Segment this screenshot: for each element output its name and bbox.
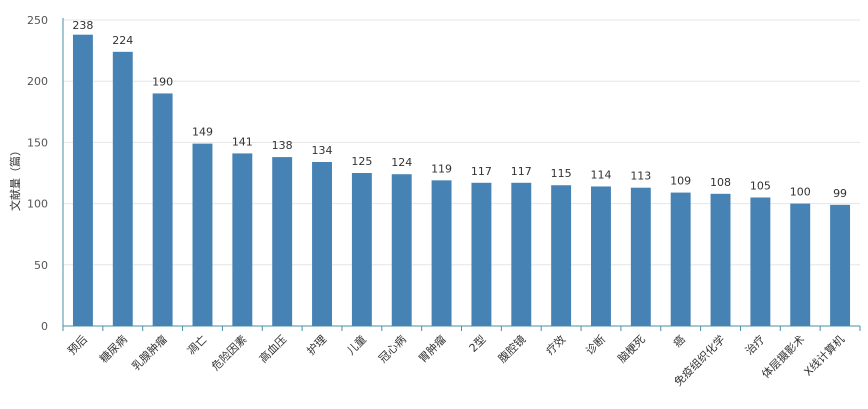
bar: [551, 185, 572, 326]
bar-value-label: 113: [630, 170, 651, 183]
bar: [591, 186, 611, 326]
bar-value-label: 238: [72, 19, 93, 32]
bar: [152, 93, 173, 326]
bar: [112, 51, 133, 326]
bar: [272, 157, 293, 326]
x-tick-label: 护理: [304, 332, 329, 357]
y-tick-label: 200: [27, 75, 48, 88]
axes: [62, 18, 861, 331]
x-tick-label: 凋亡: [184, 332, 209, 357]
bar-value-label: 115: [551, 167, 572, 180]
x-tick-label: 癌: [670, 332, 688, 350]
bar-value-label: 190: [152, 75, 173, 88]
bar: [471, 182, 492, 326]
x-tick-label: 预后: [65, 333, 90, 358]
y-tick-labels: 0 50 100 150 200 250: [27, 14, 48, 333]
bar-value-label: 138: [272, 139, 293, 152]
x-tick-label: 治疗: [742, 332, 767, 357]
y-tick-label: 50: [34, 259, 48, 272]
bar-value-label: 99: [833, 187, 847, 200]
gridlines: [63, 19, 860, 266]
x-tick-label: 乳腺肿瘤: [129, 332, 170, 373]
x-tick-label: 体层摄影术: [759, 332, 808, 381]
bar-value-label: 149: [192, 126, 213, 139]
bar: [232, 153, 253, 326]
bar-value-label: 125: [351, 155, 372, 168]
bar-value-label: 141: [232, 135, 253, 148]
x-tick-label: 危险因素: [208, 332, 249, 373]
bar-value-label: 119: [431, 162, 452, 175]
bar: [72, 34, 93, 327]
bar: [750, 197, 771, 326]
bar: [670, 192, 691, 326]
bar: [830, 204, 851, 326]
bar: [511, 182, 532, 326]
bar-value-label: 109: [670, 175, 691, 188]
bar-value-label: 100: [790, 186, 811, 199]
x-tick-label: 冠心病: [376, 332, 409, 365]
bar: [790, 203, 811, 326]
x-tick-label: 糖尿病: [97, 332, 130, 365]
bar: [710, 193, 731, 326]
value-labels: 238 224 190 149 141 138 134 125 124 119 117 117 115 1…: [72, 19, 847, 200]
bar: [630, 187, 651, 326]
x-tick-label: X线计算机: [801, 332, 847, 378]
bar: [192, 143, 213, 326]
bars: [72, 34, 851, 327]
bar-value-label: 117: [471, 165, 492, 178]
bar: [391, 174, 412, 326]
category-labels: 预后 糖尿病 乳腺肿瘤 凋亡 危险因素 高血压 护理 儿童 冠心病 胃肿瘤 2型 腹腔镜 疗效 诊断 脑梗死…: [65, 332, 847, 389]
bar-value-label: 134: [312, 144, 333, 157]
x-tick-label: 胃肿瘤: [415, 332, 448, 365]
y-tick-label: 0: [41, 320, 48, 333]
bar-value-label: 108: [710, 176, 731, 189]
y-tick-label: 250: [27, 14, 48, 27]
bar-value-label: 124: [391, 156, 412, 169]
x-tick-label: 疗效: [543, 332, 568, 357]
bar: [431, 180, 452, 326]
bar-value-label: 224: [112, 34, 133, 47]
y-tick-label: 100: [27, 198, 48, 211]
bar-value-label: 105: [750, 179, 771, 192]
y-tick-label: 150: [27, 136, 48, 149]
x-tick-label: 诊断: [583, 332, 608, 357]
y-axis-label: 文献量（篇）: [8, 145, 22, 211]
x-tick-label: 腹腔镜: [495, 332, 528, 365]
x-tick-label: 高血压: [256, 332, 289, 365]
x-tick-label: 脑梗死: [615, 332, 648, 365]
bar: [312, 161, 332, 326]
bar: [351, 173, 372, 326]
bar-value-label: 117: [511, 165, 532, 178]
x-tick-label: 2型: [466, 332, 489, 355]
bar-value-label: 114: [590, 168, 611, 181]
x-tick-label: 儿童: [344, 332, 369, 357]
